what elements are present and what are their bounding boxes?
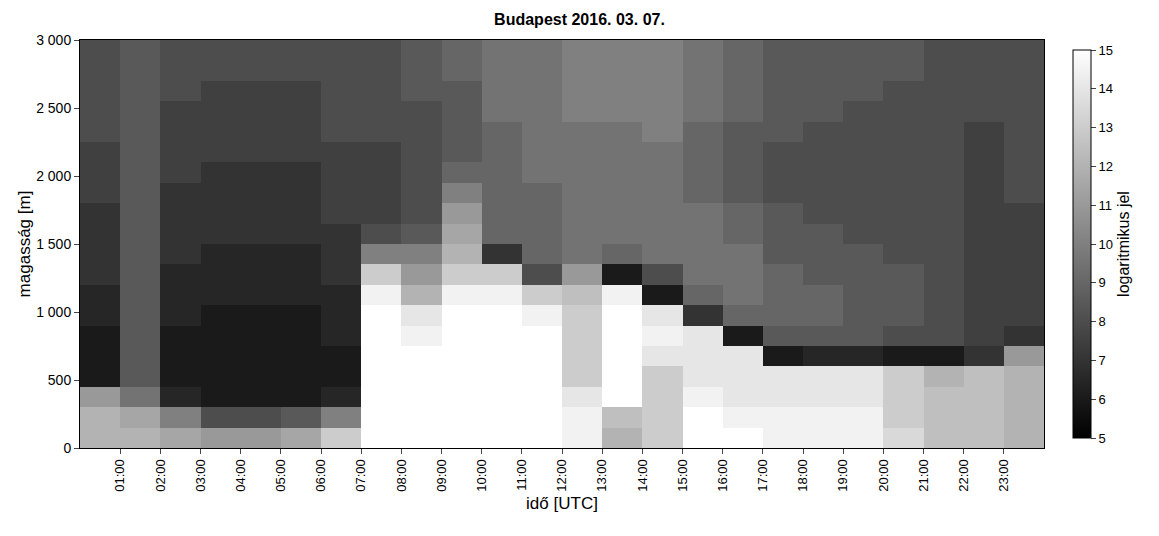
svg-text:12:00: 12:00	[554, 459, 569, 492]
svg-text:15:00: 15:00	[675, 459, 690, 492]
svg-text:19:00: 19:00	[835, 459, 850, 492]
svg-text:23:00: 23:00	[996, 459, 1011, 492]
svg-text:15: 15	[1099, 43, 1113, 58]
svg-text:14: 14	[1099, 81, 1113, 96]
svg-text:12: 12	[1099, 159, 1113, 174]
svg-text:11: 11	[1099, 198, 1113, 213]
svg-text:2 000: 2 000	[36, 168, 71, 184]
svg-text:08:00: 08:00	[394, 459, 409, 492]
svg-text:idő [UTC]: idő [UTC]	[526, 494, 598, 513]
svg-text:09:00: 09:00	[434, 459, 449, 492]
svg-text:logaritmikus jel: logaritmikus jel	[1115, 191, 1132, 297]
svg-text:20:00: 20:00	[876, 459, 891, 492]
svg-text:17:00: 17:00	[755, 459, 770, 492]
svg-text:1 000: 1 000	[36, 304, 71, 320]
svg-text:1 500: 1 500	[36, 236, 71, 252]
svg-text:magasság [m]: magasság [m]	[15, 191, 34, 298]
svg-text:18:00: 18:00	[795, 459, 810, 492]
svg-text:10: 10	[1099, 237, 1113, 252]
svg-text:02:00: 02:00	[153, 459, 168, 492]
svg-text:03:00: 03:00	[193, 459, 208, 492]
svg-text:6: 6	[1099, 392, 1106, 407]
svg-text:Budapest 2016. 03. 07.: Budapest 2016. 03. 07.	[494, 11, 665, 28]
svg-text:8: 8	[1099, 314, 1106, 329]
svg-text:22:00: 22:00	[956, 459, 971, 492]
svg-text:05:00: 05:00	[273, 459, 288, 492]
svg-text:9: 9	[1099, 275, 1106, 290]
svg-text:14:00: 14:00	[635, 459, 650, 492]
svg-text:06:00: 06:00	[313, 459, 328, 492]
svg-text:13:00: 13:00	[594, 459, 609, 492]
svg-text:16:00: 16:00	[715, 459, 730, 492]
svg-text:2 500: 2 500	[36, 100, 71, 116]
svg-text:10:00: 10:00	[474, 459, 489, 492]
svg-text:01:00: 01:00	[112, 459, 127, 492]
svg-text:07:00: 07:00	[353, 459, 368, 492]
svg-text:3 000: 3 000	[36, 32, 71, 48]
svg-text:13: 13	[1099, 120, 1113, 135]
svg-text:04:00: 04:00	[233, 459, 248, 492]
svg-text:21:00: 21:00	[916, 459, 931, 492]
svg-text:7: 7	[1099, 353, 1106, 368]
svg-text:500: 500	[48, 372, 72, 388]
svg-text:0: 0	[63, 440, 71, 456]
svg-text:11:00: 11:00	[514, 459, 529, 491]
svg-text:5: 5	[1099, 431, 1106, 446]
